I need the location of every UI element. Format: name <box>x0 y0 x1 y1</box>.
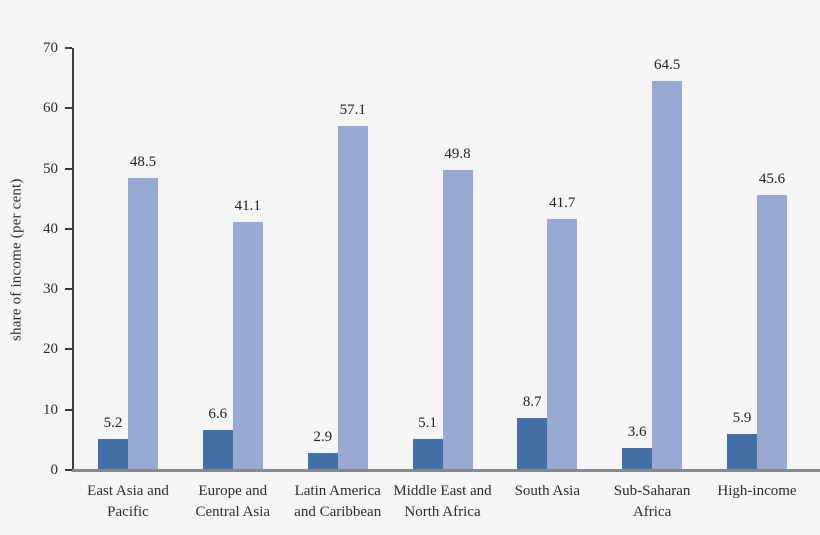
value-label-light_blue-1: 48.5 <box>129 153 157 170</box>
value-label-dark_blue-3: 2.9 <box>313 428 333 445</box>
y-tick-mark-70 <box>65 47 72 49</box>
y-tick-label-0: 0 <box>50 462 59 478</box>
y-tick-label-30: 30 <box>43 281 58 298</box>
y-tick-mark-50 <box>65 167 72 170</box>
y-tick-mark-20 <box>65 348 72 351</box>
y-tick-label-20: 20 <box>43 341 58 358</box>
bar-dark_blue-4 <box>412 439 443 470</box>
y-tick-mark-30 <box>65 288 72 291</box>
value-label-dark_blue-4: 5.1 <box>418 415 437 432</box>
value-label-light_blue-3: 57.1 <box>339 101 366 118</box>
bar-dark_blue-1 <box>98 438 128 470</box>
value-label-light_blue-7: 45.6 <box>758 171 786 188</box>
x-category-label-6: Sub-Saharan Africa <box>613 483 691 520</box>
y-tick-mark-40 <box>65 227 72 230</box>
bar-light_blue-1 <box>128 177 158 470</box>
y-tick-mark-10 <box>65 408 72 411</box>
y-tick-label-60: 60 <box>43 100 58 117</box>
value-label-light_blue-5: 41.7 <box>549 194 576 211</box>
y-tick-mark-0 <box>65 469 72 471</box>
value-label-dark_blue-5: 8.7 <box>522 393 542 410</box>
value-label-dark_blue-2: 6.6 <box>208 406 228 423</box>
x-category-label-7: High-income <box>717 483 797 499</box>
bar-dark_blue-3 <box>307 452 338 470</box>
x-axis-line <box>72 469 820 472</box>
bar-light_blue-6 <box>652 81 683 470</box>
value-label-light_blue-2: 41.1 <box>234 198 261 215</box>
value-label-light_blue-4: 49.8 <box>444 145 471 162</box>
y-tick-label-70: 70 <box>43 40 58 56</box>
y-tick-label-10: 10 <box>43 401 58 418</box>
bar-light_blue-4 <box>442 169 473 470</box>
bar-dark_blue-5 <box>517 417 548 470</box>
bar-dark_blue-2 <box>202 430 233 470</box>
y-tick-label-50: 50 <box>43 160 58 177</box>
y-axis-line <box>72 48 74 472</box>
x-category-label-5: South Asia <box>514 483 581 499</box>
bar-light_blue-5 <box>547 218 578 470</box>
value-label-dark_blue-7: 5.9 <box>732 410 752 427</box>
x-category-label-3: Latin America and Caribbean <box>294 483 382 520</box>
x-category-label-2: Europe and Central Asia <box>195 483 271 520</box>
x-category-label-4: Middle East and North Africa <box>393 483 492 520</box>
bar-light_blue-7 <box>757 195 787 470</box>
y-tick-mark-60 <box>65 107 72 110</box>
value-label-dark_blue-1: 5.2 <box>103 414 123 431</box>
bar-dark_blue-6 <box>622 448 653 470</box>
value-label-light_blue-6: 64.5 <box>653 57 681 74</box>
bar-light_blue-3 <box>337 125 368 470</box>
value-label-dark_blue-6: 3.6 <box>627 424 647 441</box>
bar-light_blue-2 <box>232 222 263 470</box>
bar-dark_blue-7 <box>727 434 757 470</box>
x-category-label-1: East Asia and Pacific <box>87 483 169 520</box>
y-tick-label-40: 40 <box>43 220 58 237</box>
